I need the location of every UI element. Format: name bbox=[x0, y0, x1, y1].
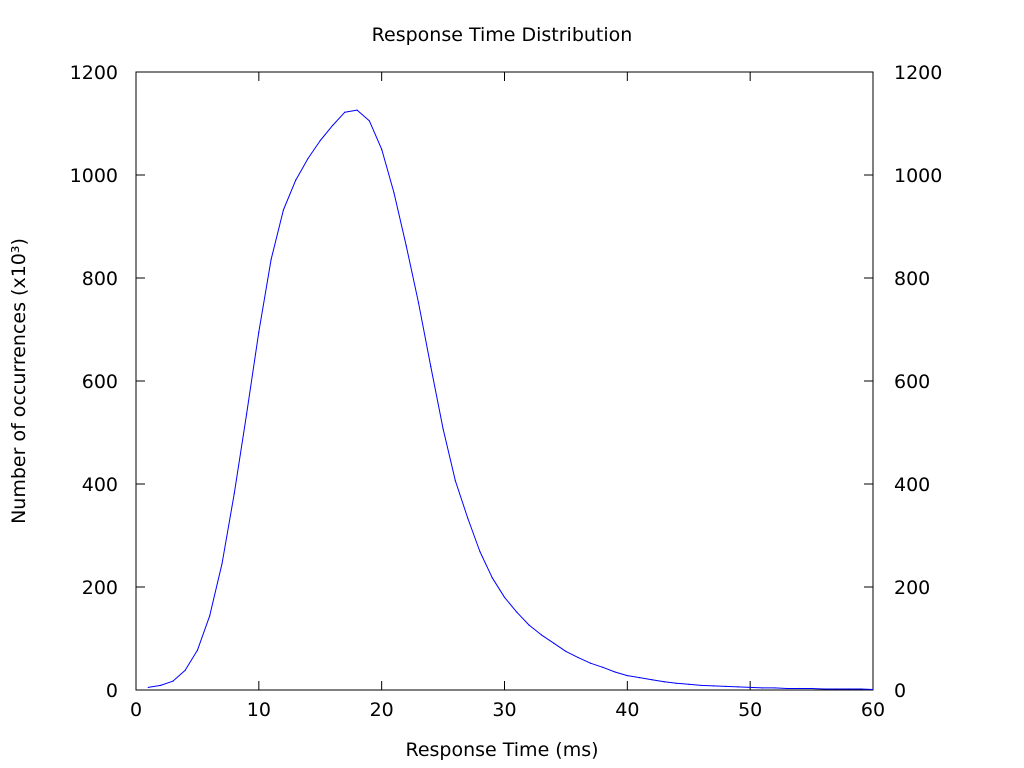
data-point bbox=[835, 688, 837, 690]
chart-title: Response Time Distribution bbox=[372, 24, 633, 46]
data-point bbox=[344, 111, 346, 113]
data-point bbox=[749, 686, 751, 689]
data-point bbox=[307, 157, 309, 160]
data-point bbox=[786, 687, 788, 690]
data-point bbox=[528, 624, 530, 626]
y-tick-label: 200 bbox=[82, 577, 118, 599]
data-point bbox=[196, 649, 199, 651]
data-point bbox=[393, 191, 395, 194]
data-point bbox=[872, 688, 874, 691]
data-point bbox=[147, 686, 149, 689]
y-axis-title: Number of occurrences (x10³) bbox=[8, 238, 30, 524]
y2-tick-label: 200 bbox=[894, 577, 930, 599]
data-point bbox=[663, 681, 665, 683]
data-point bbox=[626, 674, 628, 677]
y2-tick-label: 0 bbox=[894, 680, 906, 702]
data-point bbox=[688, 683, 690, 685]
data-point bbox=[319, 139, 321, 142]
y-tick-label: 800 bbox=[82, 268, 118, 290]
y2-tick-label: 400 bbox=[894, 474, 930, 496]
data-point bbox=[651, 679, 653, 681]
data-point bbox=[172, 680, 174, 682]
y2-tick-label: 800 bbox=[894, 268, 930, 290]
data-point bbox=[184, 669, 186, 672]
x-tick-label: 50 bbox=[738, 699, 762, 721]
y-tick-label: 400 bbox=[82, 474, 118, 496]
x-tick-label: 30 bbox=[492, 699, 516, 721]
data-point bbox=[245, 413, 248, 415]
series-line bbox=[148, 109, 874, 690]
data-point bbox=[381, 148, 383, 150]
y-tick-label: 1200 bbox=[70, 62, 118, 84]
data-point bbox=[847, 688, 850, 690]
data-point bbox=[577, 656, 579, 659]
data-point bbox=[712, 685, 714, 687]
data-point bbox=[430, 365, 432, 368]
y2-tick-label: 1200 bbox=[894, 62, 942, 84]
data-point bbox=[491, 577, 493, 579]
y-tick-label: 600 bbox=[82, 371, 118, 393]
data-point bbox=[454, 480, 456, 482]
data-point bbox=[761, 687, 764, 689]
x-tick-label: 20 bbox=[370, 699, 394, 721]
data-point bbox=[221, 563, 223, 565]
data-point bbox=[442, 428, 444, 430]
data-point bbox=[331, 124, 334, 127]
data-point bbox=[270, 258, 272, 261]
data-point bbox=[503, 596, 506, 598]
data-point bbox=[405, 244, 407, 247]
x-axis-title: Response Time (ms) bbox=[405, 739, 598, 761]
series-layer bbox=[147, 109, 874, 691]
data-point bbox=[356, 109, 358, 111]
data-point bbox=[737, 686, 739, 688]
data-point bbox=[810, 687, 813, 690]
data-point bbox=[479, 550, 481, 553]
data-point bbox=[860, 688, 862, 690]
data-point bbox=[700, 684, 702, 686]
y2-tick-label: 1000 bbox=[894, 165, 942, 187]
data-point bbox=[159, 684, 162, 686]
data-point bbox=[516, 611, 518, 613]
x-tick-label: 60 bbox=[861, 699, 885, 721]
y-tick-label: 0 bbox=[106, 680, 118, 702]
data-point bbox=[553, 642, 555, 644]
data-point bbox=[368, 120, 370, 122]
data-point bbox=[417, 302, 420, 304]
data-point bbox=[258, 331, 260, 333]
data-point bbox=[798, 687, 800, 690]
data-point bbox=[823, 688, 825, 690]
data-point bbox=[209, 615, 211, 617]
data-point bbox=[602, 666, 604, 668]
data-point bbox=[675, 682, 678, 684]
y-tick-label: 1000 bbox=[70, 165, 118, 187]
data-point bbox=[639, 677, 641, 679]
data-point bbox=[725, 685, 727, 687]
x-tick-label: 10 bbox=[247, 699, 271, 721]
y2-tick-label: 600 bbox=[894, 371, 930, 393]
x-tick-label: 0 bbox=[130, 699, 142, 721]
data-point bbox=[282, 209, 284, 211]
data-point bbox=[614, 671, 616, 673]
data-point bbox=[565, 650, 567, 652]
data-point bbox=[467, 517, 469, 519]
data-point bbox=[233, 492, 235, 494]
x-tick-label: 40 bbox=[615, 699, 639, 721]
data-point bbox=[540, 634, 542, 636]
data-point bbox=[295, 179, 297, 181]
ticks-layer: 0 10 20 30 40 50 60020040060080010001200020040… bbox=[70, 62, 943, 721]
data-point bbox=[774, 687, 776, 689]
data-point bbox=[589, 662, 592, 664]
